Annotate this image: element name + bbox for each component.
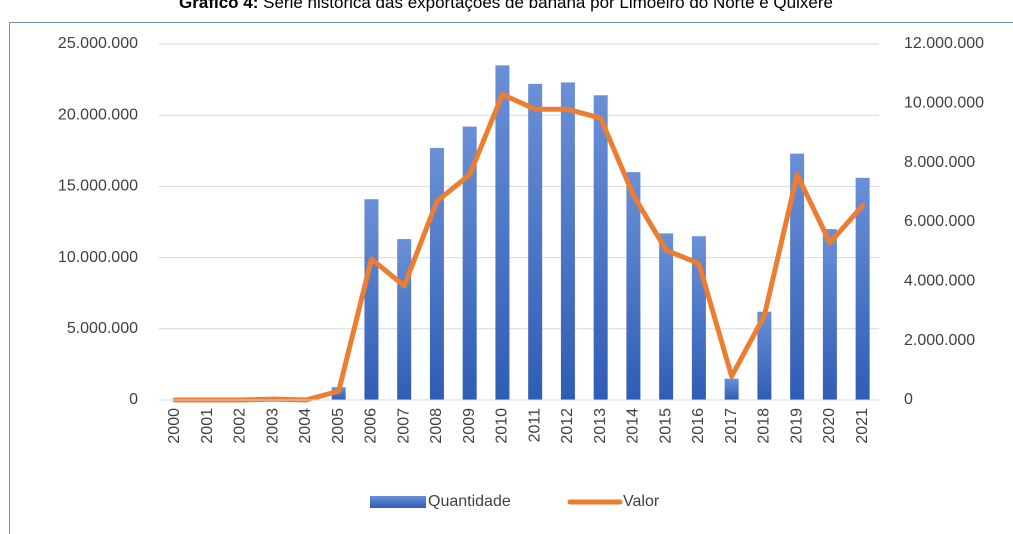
legend-swatch [370, 496, 426, 508]
bar [429, 147, 444, 400]
x-tick-label: 2021 [854, 408, 871, 444]
y-tick-label: 5.000.000 [67, 320, 138, 337]
x-tick-label: 2018 [756, 408, 773, 444]
bar [626, 172, 641, 400]
title-text: Série histórica das exportações de banan… [263, 0, 833, 12]
x-tick-label: 2017 [723, 408, 740, 444]
chart-title: Gráfico 4: Série histórica das exportaçõ… [179, 0, 833, 12]
y-tick-label: 15.000.000 [58, 178, 138, 195]
x-tick-label: 2016 [690, 408, 707, 444]
x-tick-label: 2015 [657, 408, 674, 444]
x-tick-label: 2001 [199, 408, 216, 444]
x-tick-label: 2011 [526, 408, 543, 443]
bar [757, 311, 772, 400]
y2-tick-label: 4.000.000 [904, 273, 975, 290]
bar [822, 229, 837, 400]
y2-tick-label: 0 [904, 391, 913, 408]
x-tick-label: 2010 [494, 408, 511, 444]
y2-tick-label: 2.000.000 [904, 332, 975, 349]
bar [790, 153, 805, 400]
chart-frame [9, 22, 1013, 534]
x-tick-label: 2008 [428, 408, 445, 444]
x-tick-label: 2005 [330, 408, 347, 444]
x-tick-label: 2013 [592, 408, 609, 444]
x-tick-label: 2007 [395, 408, 412, 444]
bar [724, 378, 739, 400]
bar [462, 126, 477, 400]
x-tick-label: 2012 [559, 408, 576, 444]
bar [659, 233, 674, 400]
x-tick-label: 2019 [788, 408, 805, 444]
x-tick-label: 2006 [363, 408, 380, 444]
bar [528, 83, 543, 400]
y2-tick-label: 6.000.000 [904, 213, 975, 230]
bar [593, 95, 608, 400]
bar [397, 239, 412, 400]
x-tick-label: 2000 [166, 408, 183, 444]
legend-label: Quantidade [428, 493, 511, 510]
title-label: Gráfico 4: [179, 0, 258, 12]
y-tick-label: 10.000.000 [58, 249, 138, 266]
y-tick-label: 20.000.000 [58, 106, 138, 123]
legend-label: Valor [623, 493, 660, 510]
x-tick-label: 2020 [821, 408, 838, 444]
x-tick-label: 2002 [232, 408, 249, 444]
x-tick-label: 2014 [625, 408, 642, 444]
y2-tick-label: 12.000.000 [904, 35, 984, 52]
bar [364, 199, 379, 400]
y2-tick-label: 8.000.000 [904, 154, 975, 171]
bar [855, 177, 870, 400]
x-tick-label: 2003 [264, 408, 281, 444]
y-tick-label: 25.000.000 [58, 35, 138, 52]
bar [495, 65, 510, 401]
bar [560, 82, 575, 400]
y2-tick-label: 10.000.000 [904, 95, 984, 112]
x-tick-label: 2004 [297, 408, 314, 444]
x-tick-label: 2009 [461, 408, 478, 444]
y-tick-label: 0 [129, 391, 138, 408]
